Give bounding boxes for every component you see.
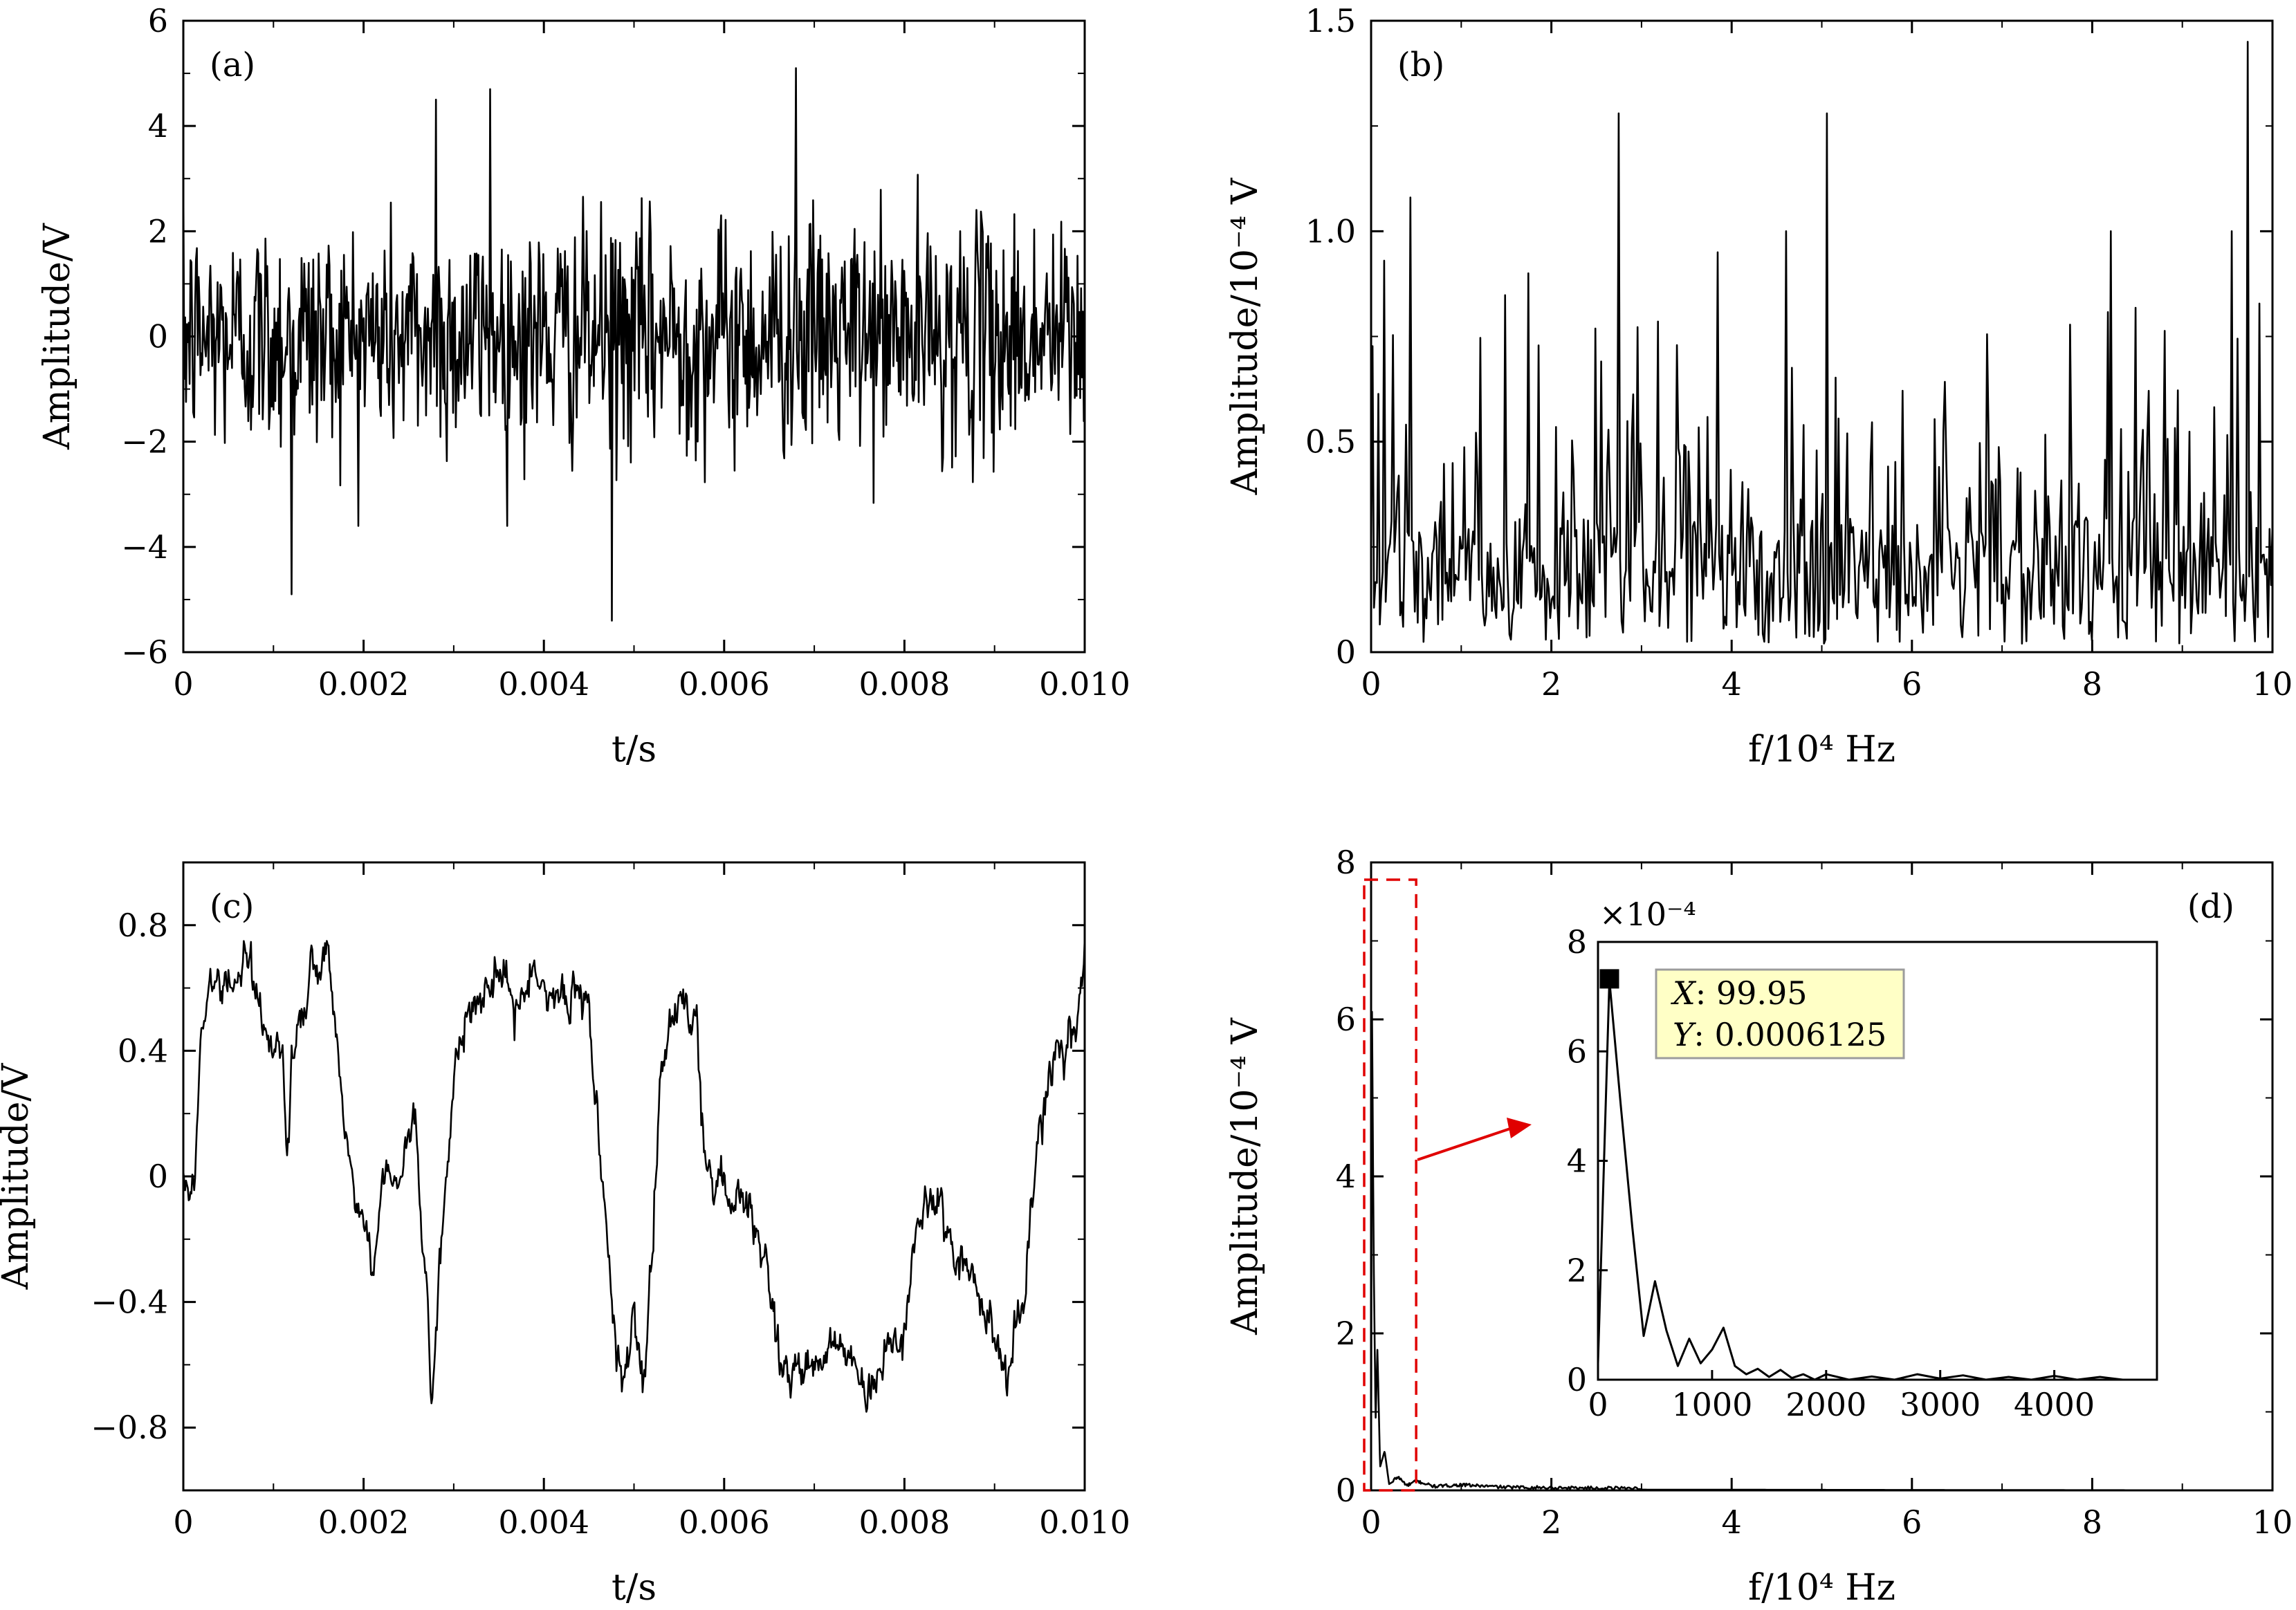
x-tick-label: 6 — [1902, 1503, 1922, 1541]
inset-y-tick-label: 2 — [1567, 1252, 1587, 1289]
axes-frame — [182, 861, 1086, 1492]
plot-area — [1371, 41, 2272, 645]
x-tick-label: 0 — [173, 665, 193, 703]
y-tick-label: 2 — [1336, 1315, 1356, 1352]
plot-area — [183, 939, 1085, 1413]
axes-frame — [182, 19, 1086, 654]
panel-d: 0 2 4 6 8 10 0 2 4 6 8 f/10⁴ Hz Amplitude/10⁻⁴ V (d) 0… — [1224, 844, 2293, 1609]
x-tick-label: 0.010 — [1039, 665, 1130, 703]
inset-x-tick-label: 0 — [1588, 1386, 1608, 1423]
inset-x-tick-label: 3000 — [1900, 1386, 1981, 1423]
x-tick-label: 4 — [1722, 665, 1742, 703]
inset-y-tick-label: 0 — [1567, 1361, 1587, 1398]
panel-c: 0 0.002 0.004 0.006 0.008 0.010 −0.8 −0.4 0 0.4 0.… — [0, 861, 1130, 1609]
y-tick-label: 1.0 — [1305, 212, 1356, 250]
datatip-y-label: Y — [1673, 1016, 1697, 1053]
inset-x-tick-label: 1000 — [1671, 1386, 1752, 1423]
x-tick-label: 0.006 — [679, 1503, 770, 1541]
series-line-noise-spectrum — [1371, 41, 2272, 645]
y-tick-label: 0.5 — [1305, 423, 1356, 461]
y-tick-label: 4 — [1336, 1158, 1356, 1195]
x-tick-label: 0.002 — [318, 665, 410, 703]
series-line-noisy-signal — [183, 67, 1085, 622]
axes-frame — [1370, 861, 2274, 1492]
y-tick-label: 0.4 — [118, 1032, 168, 1069]
y-tick-label: 4 — [148, 107, 168, 145]
y-tick-label: −6 — [121, 633, 168, 671]
x-tick-label: 6 — [1902, 665, 1922, 703]
axes-frame — [1370, 19, 2274, 654]
inset-y-tick-label: 4 — [1567, 1142, 1587, 1180]
y-tick-label: 0 — [1336, 1472, 1356, 1509]
x-axis-title: t/s — [612, 1567, 656, 1609]
x-tick-label: 8 — [2082, 665, 2102, 703]
x-axis-title: f/10⁴ Hz — [1748, 729, 1895, 770]
x-tick-label: 0 — [173, 1503, 193, 1541]
panel-label: (c) — [210, 887, 254, 926]
x-tick-label: 8 — [2082, 1503, 2102, 1541]
y-axis-title: Amplitude/V — [0, 1062, 37, 1290]
y-tick-label: −2 — [121, 423, 168, 461]
y-axis-title: Amplitude/10⁻⁴ V — [1224, 177, 1266, 495]
x-tick-label: 4 — [1722, 1503, 1742, 1541]
datatip-x-value: : 99.95 — [1696, 974, 1808, 1012]
series-line-recovered-signal — [183, 939, 1085, 1413]
inset-x-tick-label: 4000 — [2014, 1386, 2095, 1423]
y-tick-label: 0 — [1336, 633, 1356, 671]
y-tick-label: 2 — [148, 212, 168, 250]
x-tick-label: 0.008 — [859, 665, 950, 703]
inset-x-tick-label: 2000 — [1785, 1386, 1866, 1423]
inset-axes: 0 1000 2000 3000 4000 0 2 4 6 8 ×10⁻⁴ X: 99.95 Y: 0.… — [1567, 896, 2158, 1423]
x-tick-label: 10 — [2252, 665, 2293, 703]
datatip-y-line: Y: 0.0006125 — [1673, 1016, 1886, 1053]
inset-series-line — [1597, 979, 2146, 1381]
y-tick-label: −0.8 — [91, 1409, 168, 1446]
panel-label: (d) — [2187, 887, 2234, 926]
y-axis-title: Amplitude/10⁻⁴ V — [1224, 1017, 1266, 1335]
x-tick-label: 10 — [2252, 1503, 2293, 1541]
x-tick-label: 2 — [1541, 665, 1561, 703]
datatip-x-line: X: 99.95 — [1671, 974, 1808, 1012]
zoom-arrow-line — [1417, 1127, 1513, 1161]
x-tick-label: 0.008 — [859, 1503, 950, 1541]
plot-area — [183, 67, 1085, 622]
panel-label: (a) — [210, 46, 255, 84]
x-axis-title: f/10⁴ Hz — [1748, 1567, 1895, 1609]
inset-y-tick-label: 6 — [1567, 1033, 1587, 1070]
datatip-y-value: : 0.0006125 — [1693, 1016, 1886, 1053]
panel-a: 0 0.002 0.004 0.006 0.008 0.010 −6 −4 −2 0 2 4 6 t/s A… — [37, 2, 1130, 770]
y-tick-label: −4 — [121, 528, 168, 566]
inset-y-tick-label: 8 — [1567, 923, 1587, 961]
datatip-marker — [1599, 969, 1619, 989]
x-tick-label: 0.004 — [498, 1503, 589, 1541]
zoom-region-box — [1363, 878, 1417, 1492]
y-tick-label: 1.5 — [1305, 2, 1356, 39]
x-tick-label: 0.006 — [679, 665, 770, 703]
y-tick-label: 6 — [1336, 1001, 1356, 1038]
x-tick-label: 0.010 — [1039, 1503, 1130, 1541]
x-tick-label: 0.004 — [498, 665, 589, 703]
datatip-x-label: X — [1671, 974, 1697, 1012]
x-tick-label: 2 — [1541, 1503, 1561, 1541]
y-tick-label: 6 — [148, 2, 168, 39]
datatip-box — [1655, 968, 1905, 1060]
panel-label: (b) — [1397, 46, 1444, 84]
x-tick-label: 0.002 — [318, 1503, 410, 1541]
y-tick-label: 0 — [148, 1158, 168, 1195]
x-axis-title: t/s — [612, 729, 656, 770]
y-tick-label: −0.4 — [91, 1284, 168, 1321]
y-tick-label: 8 — [1336, 844, 1356, 881]
y-axis-title: Amplitude/V — [37, 223, 78, 450]
inset-y-multiplier: ×10⁻⁴ — [1599, 896, 1696, 933]
zoom-arrow-head — [1507, 1118, 1532, 1138]
y-tick-label: 0 — [148, 318, 168, 355]
datatip: X: 99.95 Y: 0.0006125 — [1655, 968, 1905, 1060]
x-tick-label: 0 — [1361, 1503, 1381, 1541]
inset-frame — [1597, 941, 2158, 1381]
panel-b: 0 2 4 6 8 10 0 0.5 1.0 1.5 f/10⁴ Hz Amplitude/10⁻⁴ … — [1224, 2, 2293, 770]
y-tick-label: 0.8 — [118, 907, 168, 944]
x-tick-label: 0 — [1361, 665, 1381, 703]
